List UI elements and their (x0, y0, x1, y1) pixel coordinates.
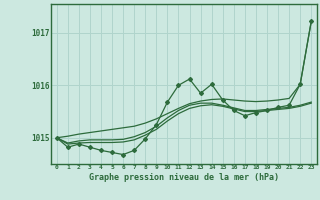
X-axis label: Graphe pression niveau de la mer (hPa): Graphe pression niveau de la mer (hPa) (89, 173, 279, 182)
